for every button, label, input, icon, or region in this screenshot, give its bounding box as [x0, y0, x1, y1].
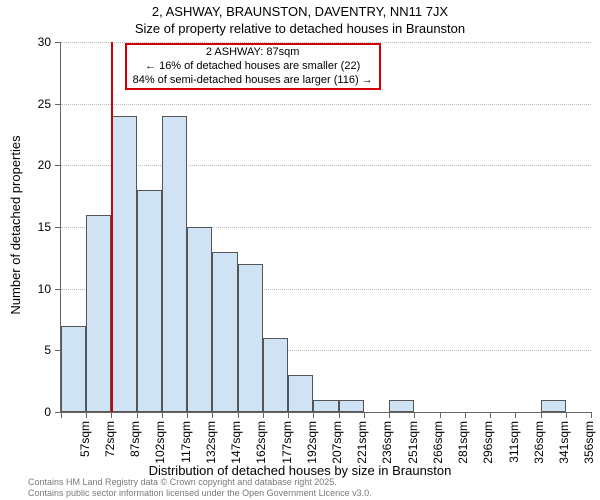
footer-line-1: Contains HM Land Registry data © Crown c…	[28, 477, 590, 487]
x-tick	[86, 412, 87, 418]
marker-line	[111, 42, 113, 412]
x-tick-label: 251sqm	[406, 421, 420, 464]
grid-line	[61, 165, 591, 166]
grid-line	[61, 104, 591, 105]
x-tick-label: 177sqm	[280, 421, 294, 464]
callout-line: 2 ASHWAY: 87sqm	[133, 46, 373, 60]
x-tick	[414, 412, 415, 418]
histogram-bar	[541, 400, 566, 412]
x-tick	[440, 412, 441, 418]
x-tick-label: 221sqm	[355, 421, 369, 464]
x-tick-label: 236sqm	[380, 421, 394, 464]
x-tick-label: 102sqm	[153, 421, 167, 464]
x-tick	[187, 412, 188, 418]
x-tick	[61, 412, 62, 418]
x-tick-label: 192sqm	[305, 421, 319, 464]
x-tick-label: 57sqm	[78, 421, 92, 457]
title-line-2: Size of property relative to detached ho…	[0, 21, 600, 38]
footer-line-2: Contains public sector information licen…	[28, 488, 590, 498]
y-tick-label: 30	[38, 35, 61, 49]
x-tick-label: 162sqm	[254, 421, 268, 464]
x-tick-label: 117sqm	[179, 421, 193, 463]
x-tick-label: 207sqm	[330, 421, 344, 464]
x-tick	[389, 412, 390, 418]
y-tick-label: 10	[38, 282, 61, 296]
histogram-bar	[263, 338, 288, 412]
footer-attribution: Contains HM Land Registry data © Crown c…	[28, 477, 590, 498]
x-tick	[339, 412, 340, 418]
histogram-bar	[288, 375, 313, 412]
x-tick	[515, 412, 516, 418]
x-tick-label: 341sqm	[557, 421, 571, 464]
y-tick-label: 5	[44, 343, 61, 357]
y-tick-label: 20	[38, 158, 61, 172]
histogram-bar	[313, 400, 338, 412]
histogram-bar	[187, 227, 212, 412]
callout-line: ← 16% of detached houses are smaller (22…	[133, 60, 373, 74]
histogram-bar	[339, 400, 364, 412]
x-tick	[288, 412, 289, 418]
x-tick-label: 87sqm	[128, 421, 142, 457]
x-tick-label: 281sqm	[456, 421, 470, 464]
x-tick-label: 311sqm	[507, 421, 521, 463]
histogram-bar	[162, 116, 187, 412]
x-tick	[313, 412, 314, 418]
x-tick	[212, 412, 213, 418]
x-tick-label: 147sqm	[229, 421, 243, 464]
histogram-bar	[137, 190, 162, 412]
x-tick	[490, 412, 491, 418]
y-tick-label: 0	[44, 405, 61, 419]
y-axis-label: Number of detached properties	[8, 135, 23, 314]
chart-container: 2, ASHWAY, BRAUNSTON, DAVENTRY, NN11 7JX…	[0, 0, 600, 500]
marker-callout: 2 ASHWAY: 87sqm← 16% of detached houses …	[125, 43, 381, 90]
x-tick-label: 326sqm	[532, 421, 546, 464]
x-tick-label: 72sqm	[103, 421, 117, 457]
x-tick	[541, 412, 542, 418]
y-tick-label: 25	[38, 97, 61, 111]
histogram-bar	[212, 252, 237, 412]
x-tick	[364, 412, 365, 418]
x-tick-label: 266sqm	[431, 421, 445, 464]
histogram-bar	[238, 264, 263, 412]
histogram-bar	[86, 215, 111, 412]
x-tick	[263, 412, 264, 418]
y-tick-label: 15	[38, 220, 61, 234]
plot-area: 05101520253057sqm72sqm87sqm102sqm117sqm1…	[60, 42, 591, 413]
x-tick	[162, 412, 163, 418]
x-axis-label: Distribution of detached houses by size …	[0, 463, 600, 478]
histogram-bar	[111, 116, 136, 412]
x-tick	[238, 412, 239, 418]
x-tick	[566, 412, 567, 418]
x-tick	[465, 412, 466, 418]
histogram-bar	[389, 400, 414, 412]
histogram-bar	[61, 326, 86, 412]
chart-titles: 2, ASHWAY, BRAUNSTON, DAVENTRY, NN11 7JX…	[0, 0, 600, 38]
x-tick-label: 296sqm	[481, 421, 495, 464]
callout-line: 84% of semi-detached houses are larger (…	[133, 74, 373, 88]
title-line-1: 2, ASHWAY, BRAUNSTON, DAVENTRY, NN11 7JX	[0, 4, 600, 21]
x-tick-label: 132sqm	[204, 421, 218, 464]
x-tick-label: 356sqm	[582, 421, 596, 464]
x-tick	[137, 412, 138, 418]
x-tick	[591, 412, 592, 418]
x-tick	[111, 412, 112, 418]
